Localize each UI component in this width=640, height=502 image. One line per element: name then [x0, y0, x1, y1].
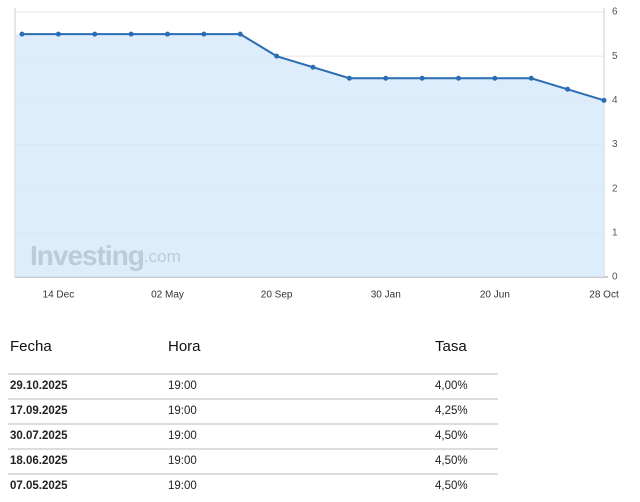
column-header: Tasa	[435, 338, 467, 355]
x-tick-label: 02 May	[151, 290, 184, 301]
table-cell: 19:00	[168, 380, 197, 392]
y-tick-label: 1	[612, 227, 618, 238]
x-tick-label: 30 Jan	[371, 290, 401, 301]
x-tick-label: 20 Jun	[480, 290, 510, 301]
point	[383, 75, 389, 81]
column-header: Fecha	[10, 338, 52, 355]
table-cell: 19:00	[168, 430, 197, 442]
table-cell: 29.10.2025	[10, 380, 68, 392]
table-cell: 17.09.2025	[10, 405, 68, 417]
point	[528, 75, 534, 81]
table-cell: 4,25%	[435, 405, 468, 417]
y-tick-label: 5	[612, 51, 618, 62]
point	[419, 75, 425, 81]
x-tick-label: 14 Dec	[43, 290, 75, 301]
point	[128, 31, 134, 37]
point	[346, 75, 352, 81]
y-tick-label: 2	[612, 183, 618, 194]
point	[456, 75, 461, 81]
y-tick-label: 6	[612, 7, 618, 18]
table-cell: 4,00%	[435, 380, 468, 392]
point	[201, 31, 207, 37]
table-cell: 4,50%	[435, 480, 468, 492]
point	[92, 31, 98, 37]
column-header: Hora	[168, 338, 201, 355]
table-cell: 19:00	[168, 405, 197, 417]
table-cell: 30.07.2025	[10, 430, 68, 442]
point	[274, 53, 280, 59]
point	[492, 75, 498, 81]
area	[15, 34, 604, 278]
table-cell: 4,50%	[435, 455, 468, 467]
x-tick-label: 20 Sep	[261, 290, 293, 301]
point	[19, 31, 25, 37]
point	[601, 97, 607, 103]
point	[165, 31, 170, 37]
point	[237, 31, 243, 37]
table-cell: 07.05.2025	[10, 480, 68, 492]
point	[565, 86, 571, 92]
table-cell: 4,50%	[435, 430, 468, 442]
table-cell: 19:00	[168, 455, 197, 467]
x-tick-label: 28 Oct	[589, 290, 619, 301]
y-tick-label: 0	[612, 272, 618, 283]
table-cell: 18.06.2025	[10, 455, 68, 467]
y-tick-label: 3	[612, 139, 618, 150]
point	[310, 64, 316, 70]
y-tick-label: 4	[612, 95, 618, 106]
table-cell: 19:00	[168, 480, 197, 492]
point	[55, 31, 61, 37]
